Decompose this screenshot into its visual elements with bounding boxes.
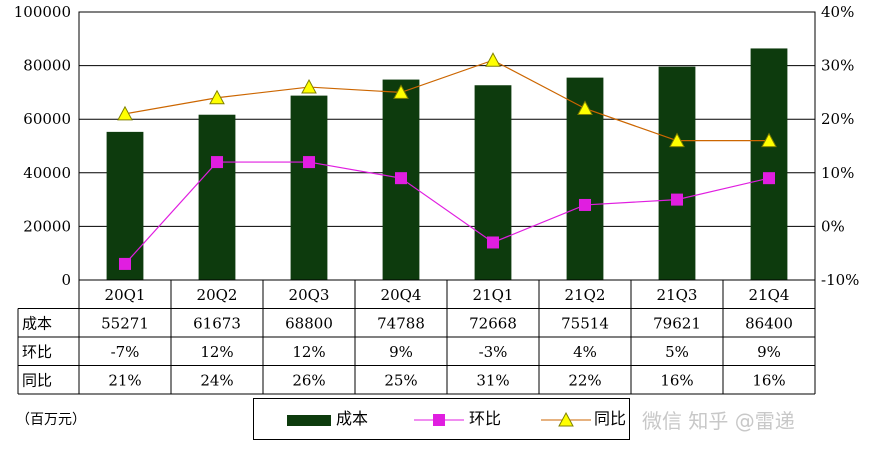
bar-cost bbox=[290, 95, 328, 280]
table-cell: 74788 bbox=[377, 315, 425, 333]
left-axis-tick: 100000 bbox=[14, 3, 71, 21]
left-axis-tick: 40000 bbox=[23, 164, 71, 182]
marker-qoq bbox=[395, 172, 407, 185]
category-label: 20Q3 bbox=[289, 286, 330, 304]
line-qoq bbox=[124, 161, 770, 265]
table-cell: 24% bbox=[200, 372, 233, 390]
legend-swatch-qoq bbox=[414, 414, 464, 426]
table-cell: 5% bbox=[665, 343, 689, 361]
plot-frame bbox=[78, 11, 816, 281]
left-axis-tick: 60000 bbox=[23, 110, 71, 128]
bar-cost bbox=[198, 114, 236, 280]
right-axis-tick: -10% bbox=[821, 271, 859, 289]
legend-label-yoy: 同比 bbox=[594, 409, 627, 428]
table-row-label: 同比 bbox=[22, 372, 52, 390]
marker-yoy bbox=[669, 132, 685, 148]
marker-yoy bbox=[761, 132, 777, 148]
watermark: 微信 知乎 @雷递 bbox=[642, 409, 795, 433]
unit-label: （百万元） bbox=[16, 412, 86, 428]
table-cell: 72668 bbox=[469, 315, 517, 333]
table-cell: 55271 bbox=[101, 315, 149, 333]
category-label: 21Q4 bbox=[749, 286, 790, 304]
marker-yoy bbox=[209, 89, 225, 105]
legend-swatch-yoy bbox=[541, 411, 591, 427]
bar-cost bbox=[750, 48, 788, 281]
table-cell: 4% bbox=[573, 343, 597, 361]
legend-label-qoq: 环比 bbox=[469, 409, 502, 428]
table-cell: 26% bbox=[292, 372, 325, 390]
line-yoy bbox=[124, 59, 769, 142]
category-label: 21Q3 bbox=[657, 286, 698, 304]
right-axis-tick: 40% bbox=[821, 3, 854, 21]
marker-yoy bbox=[301, 78, 317, 94]
bar-cost bbox=[474, 85, 512, 281]
marker-yoy bbox=[117, 105, 133, 121]
category-label: 20Q1 bbox=[105, 286, 146, 304]
table-cell: 25% bbox=[384, 372, 417, 390]
table-cell: 61673 bbox=[193, 315, 241, 333]
bar-cost bbox=[106, 131, 144, 280]
marker-yoy bbox=[577, 100, 593, 115]
marker-yoy bbox=[393, 84, 409, 99]
category-label: 20Q4 bbox=[381, 286, 422, 304]
marker-yoy bbox=[485, 52, 501, 67]
table-cell: 9% bbox=[389, 343, 413, 361]
table-cell: 12% bbox=[200, 343, 233, 361]
category-label: 21Q2 bbox=[565, 286, 606, 304]
right-axis-tick: 30% bbox=[821, 57, 854, 75]
table-row-label: 成本 bbox=[22, 315, 52, 333]
table-cell: 75514 bbox=[561, 315, 609, 333]
table-cell: 9% bbox=[757, 343, 781, 361]
table-cell: 79621 bbox=[653, 315, 701, 333]
marker-qoq bbox=[763, 172, 775, 185]
left-axis-tick: 20000 bbox=[23, 217, 71, 235]
marker-qoq bbox=[303, 156, 315, 169]
legend-label-cost: 成本 bbox=[336, 409, 369, 428]
table-cell: -3% bbox=[479, 343, 508, 361]
marker-qoq bbox=[579, 198, 591, 211]
table-cell: 12% bbox=[292, 343, 325, 361]
marker-qoq bbox=[211, 156, 223, 169]
table-cell: 21% bbox=[108, 372, 141, 390]
right-axis-tick: 0% bbox=[821, 217, 845, 235]
bar-cost bbox=[658, 66, 696, 280]
left-axis-tick: 0 bbox=[61, 271, 71, 289]
right-axis-tick: 20% bbox=[821, 110, 854, 128]
table-cell: 16% bbox=[752, 372, 785, 390]
category-label: 21Q1 bbox=[473, 286, 514, 304]
table-cell: 31% bbox=[476, 372, 509, 390]
table-cell: 22% bbox=[568, 372, 601, 390]
table-cell: 68800 bbox=[285, 315, 333, 333]
marker-qoq bbox=[119, 257, 131, 270]
table-cell: -7% bbox=[111, 343, 140, 361]
legend-swatch-cost bbox=[287, 415, 331, 426]
table-row-label: 环比 bbox=[22, 343, 52, 361]
category-label: 20Q2 bbox=[197, 286, 238, 304]
left-axis-tick: 80000 bbox=[23, 57, 71, 75]
right-axis-tick: 10% bbox=[821, 164, 854, 182]
table-cell: 86400 bbox=[745, 315, 793, 333]
marker-qoq bbox=[487, 236, 499, 249]
marker-qoq bbox=[671, 193, 683, 206]
table-cell: 16% bbox=[660, 372, 693, 390]
legend: 成本 环比 同比 bbox=[253, 398, 630, 440]
